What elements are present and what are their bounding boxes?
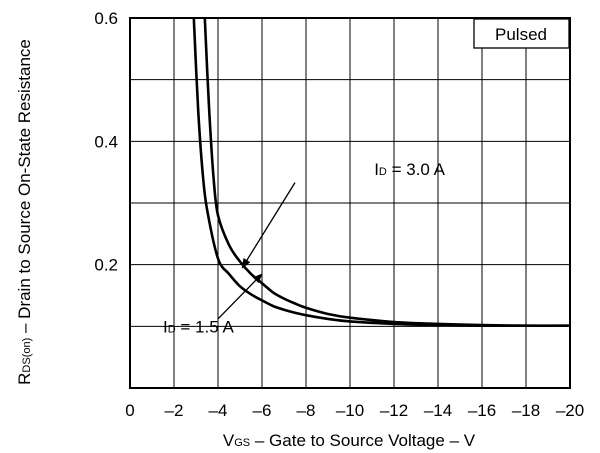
series-line-id-1-5a (192, 17, 570, 328)
x-tick-label: –2 (165, 401, 184, 420)
x-tick-label: –14 (424, 401, 452, 420)
x-tick-label: –4 (209, 401, 228, 420)
series-label-id-3-0a: ID = 3.0 A (374, 160, 445, 179)
y-tick-label: 0.4 (94, 132, 118, 151)
x-axis-title: VGS – Gate to Source Voltage – V (223, 431, 476, 450)
x-tick-label: –20 (556, 401, 584, 420)
x-tick-label: –16 (468, 401, 496, 420)
annotation-arrow (241, 182, 296, 269)
y-tick-label: 0.6 (94, 9, 118, 28)
annotation-arrow (217, 273, 263, 320)
x-tick-label: –8 (297, 401, 316, 420)
x-tick-label: –18 (512, 401, 540, 420)
plot-frame (129, 17, 571, 389)
curves (192, 17, 571, 328)
grid (130, 18, 570, 388)
series-label-id-1-5a: ID = 1.5 A (163, 317, 234, 336)
y-axis-title: RDS(on) – Drain to Source On-State Resis… (15, 39, 34, 385)
x-tick-label: 0 (125, 401, 134, 420)
annotations: ID = 3.0 A ID = 1.5 A (163, 160, 446, 336)
tick-labels: 0 –2 –4 –6 –8 –10 –12 –14 –16 –18 –20 0.2 0.4 0.6 (94, 9, 584, 420)
y-tick-label: 0.2 (94, 256, 118, 275)
x-tick-label: –6 (253, 401, 272, 420)
x-tick-label: –10 (336, 401, 364, 420)
x-tick-label: –12 (380, 401, 408, 420)
legend-pulsed-text: Pulsed (495, 25, 547, 44)
legend-box: Pulsed (473, 18, 570, 49)
